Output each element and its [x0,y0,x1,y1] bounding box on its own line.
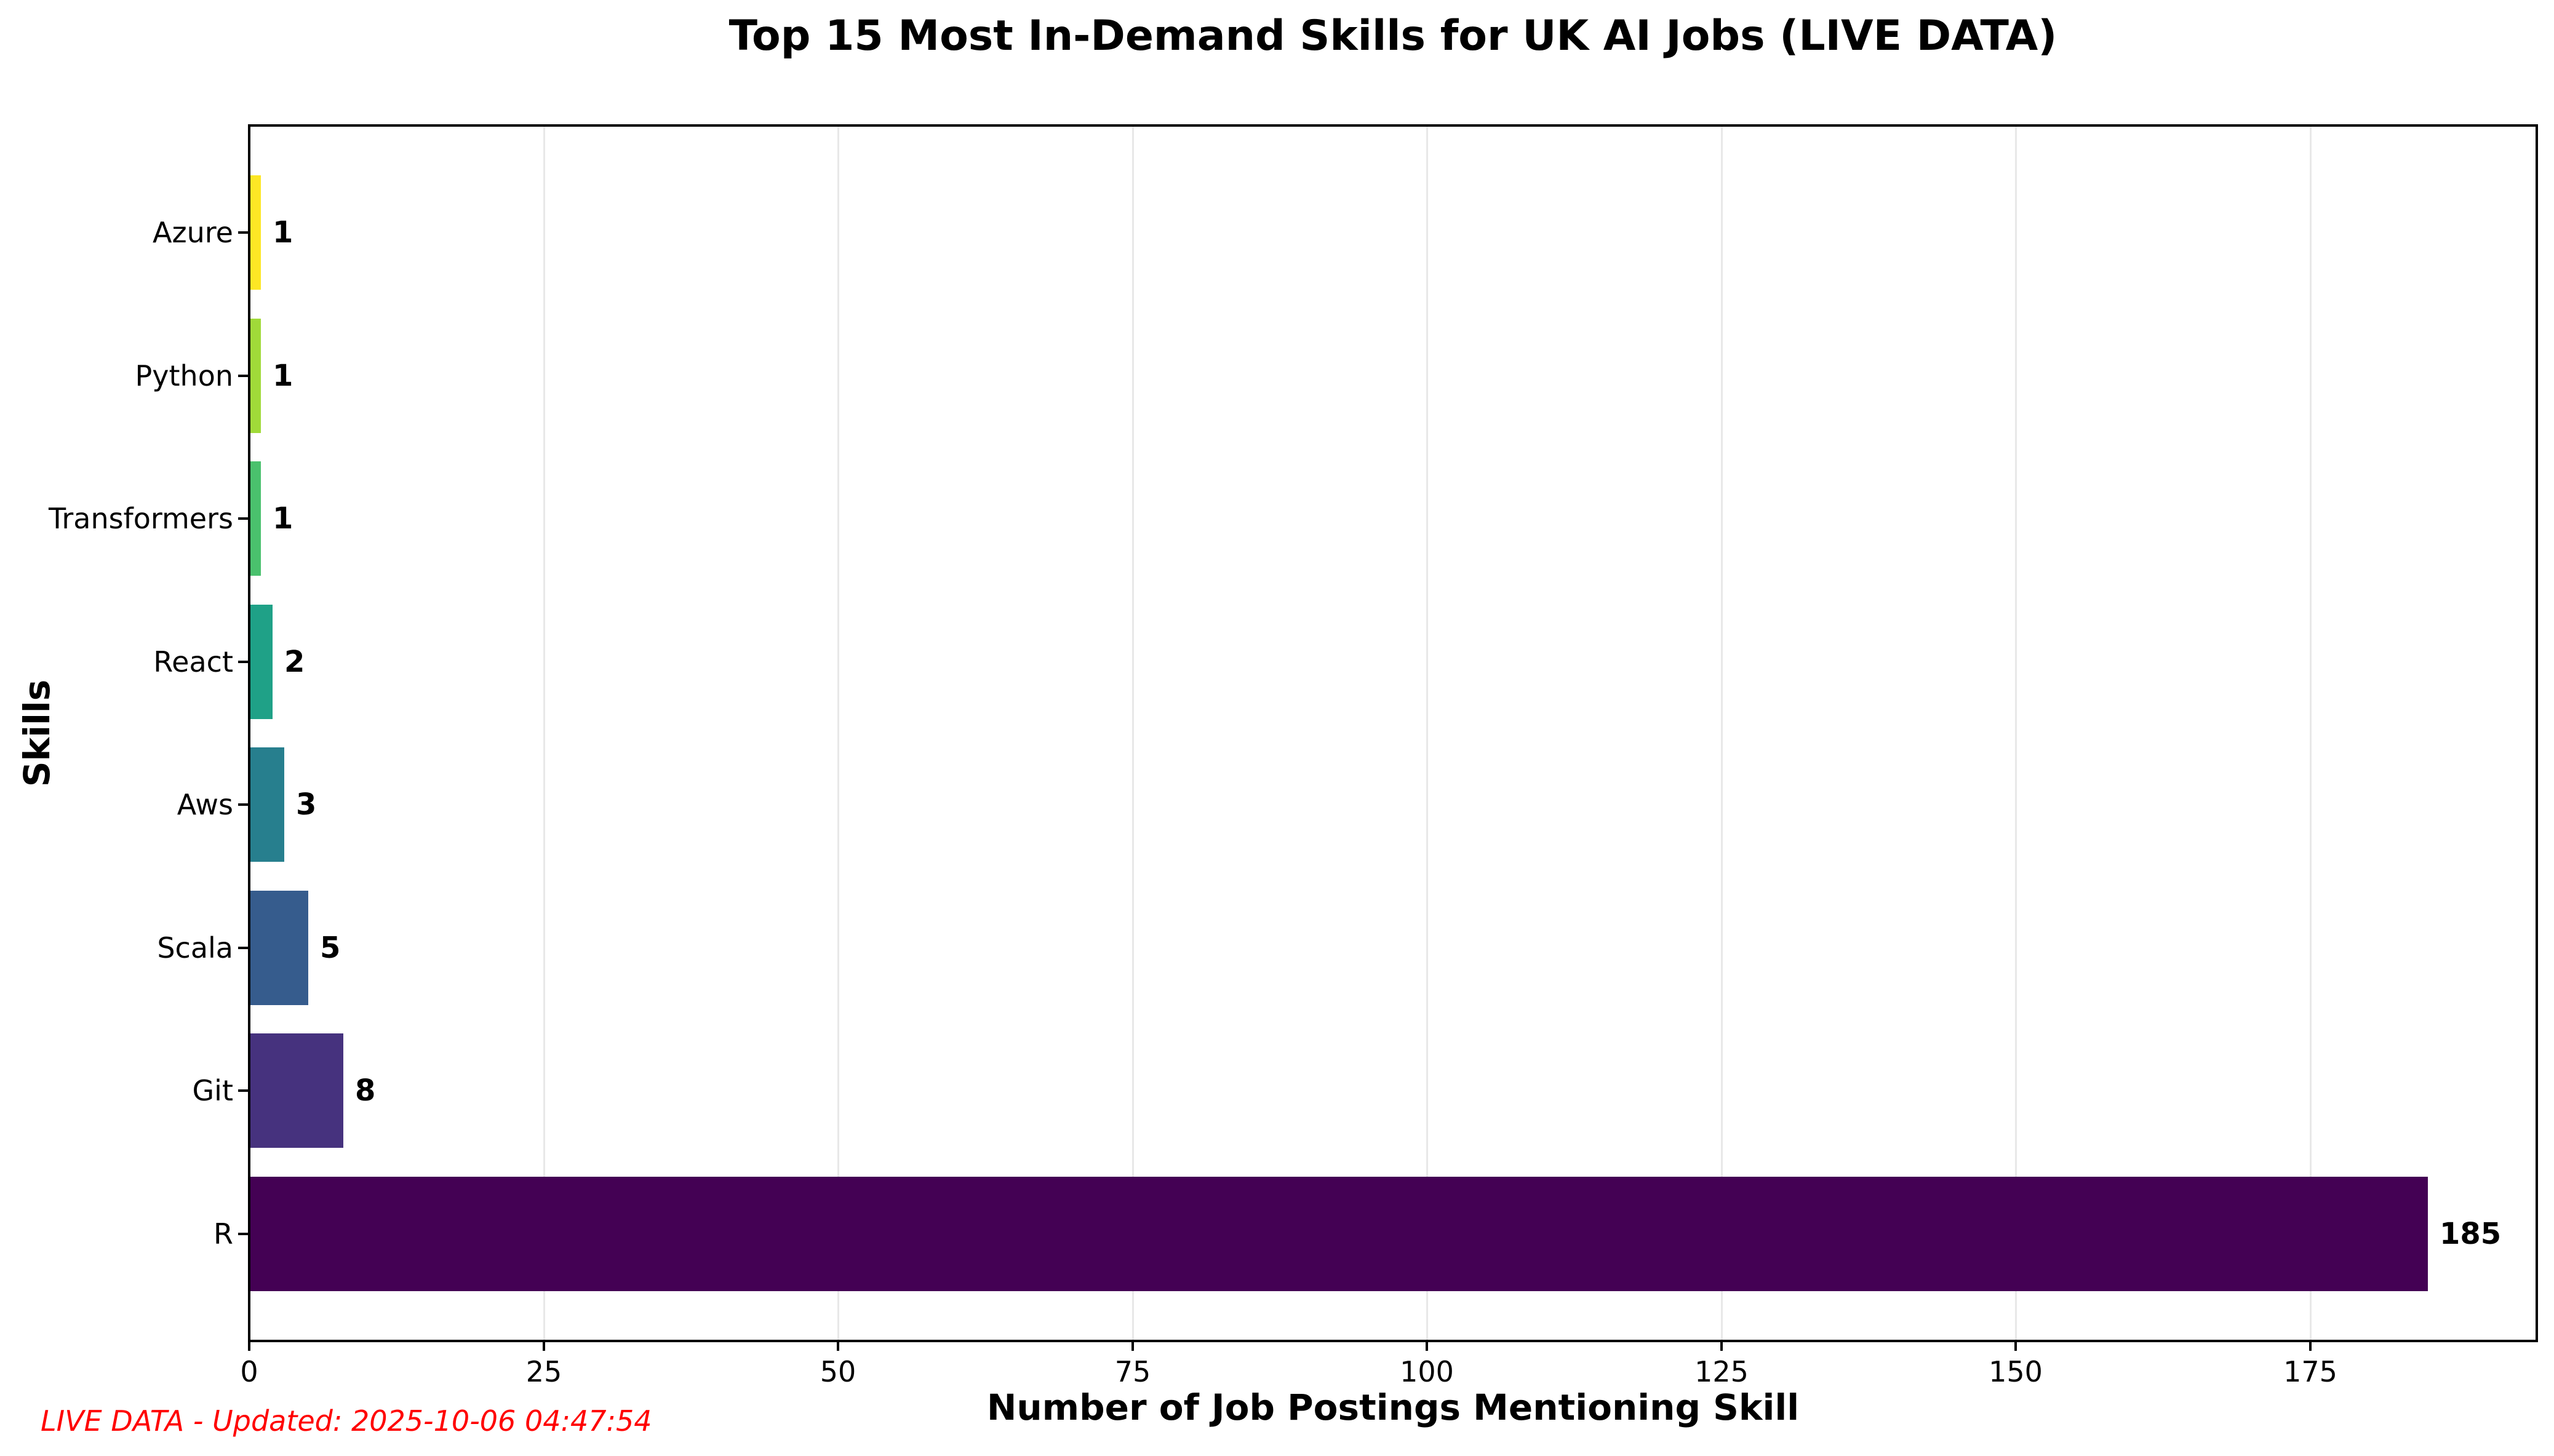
spine-right [2536,124,2538,1342]
gridline-x-75 [1132,125,1134,1341]
y-axis-label: Skills [16,679,58,787]
x-tick-label-150: 150 [1989,1355,2043,1388]
x-tick-150 [2014,1341,2017,1351]
x-tick-label-75: 75 [1114,1355,1151,1388]
x-tick-100 [1426,1341,1428,1351]
x-tick-175 [2309,1341,2312,1351]
y-tick-python [238,375,248,377]
x-tick-label-175: 175 [2283,1355,2337,1388]
x-axis-label: Number of Job Postings Mentioning Skill [986,1386,1800,1428]
gridline-x-50 [837,125,839,1341]
y-tick-label-aws: Aws [177,788,233,821]
bar-python [249,319,261,433]
bar-value-react: 2 [284,645,305,679]
y-tick-label-transformers: Transformers [49,502,233,535]
plot-area: 1 1 1 2 3 5 8 185 Azure Python Transformers React A… [49,124,2538,1388]
bar-azure [249,175,261,290]
x-tick-label-25: 25 [525,1355,562,1388]
x-tick-50 [837,1341,839,1351]
gridline-x-100 [1426,125,1428,1341]
bar-value-azure: 1 [273,215,293,250]
bar-value-scala: 5 [320,931,341,965]
bar-value-aws: 3 [296,787,317,822]
y-tick-transformers [238,517,248,520]
y-axis-line [248,124,250,1342]
x-tick-label-100: 100 [1400,1355,1454,1388]
gridline-x-175 [2310,125,2312,1341]
y-tick-label-git: Git [192,1074,233,1107]
y-tick-label-react: React [153,645,233,678]
gridline-x-125 [1721,125,1723,1341]
gridline-x-25 [543,125,545,1341]
y-tick-aws [238,803,248,806]
bar-aws [249,747,284,862]
x-tick-label-125: 125 [1694,1355,1749,1388]
x-tick-0 [248,1341,250,1351]
y-tick-react [238,661,248,663]
y-tick-azure [238,231,248,234]
x-tick-75 [1131,1341,1134,1351]
y-tick-scala [238,947,248,949]
x-tick-125 [1720,1341,1723,1351]
bar-r [249,1177,2428,1291]
bar-value-python: 1 [273,359,293,393]
y-tick-label-scala: Scala [157,931,233,965]
y-tick-r [238,1233,248,1235]
y-tick-label-azure: Azure [153,216,233,249]
bar-git [249,1033,343,1148]
gridline-x-150 [2015,125,2017,1341]
bar-value-transformers: 1 [273,501,293,536]
x-tick-25 [543,1341,545,1351]
y-tick-label-python: Python [135,359,233,392]
bar-react [249,605,273,719]
y-tick-label-r: R [213,1217,233,1251]
chart-title: Top 15 Most In-Demand Skills for UK AI J… [728,12,2057,60]
live-data-annotation: LIVE DATA - Updated: 2025-10-06 04:47:54 [41,1404,652,1438]
bar-transformers [249,461,261,576]
x-tick-label-0: 0 [240,1355,258,1388]
spine-top [248,124,2538,127]
x-tick-label-50: 50 [820,1355,856,1388]
x-axis-line [248,1340,2538,1342]
bar-scala [249,891,308,1005]
bar-value-git: 8 [355,1073,376,1108]
bar-value-r: 185 [2440,1217,2502,1251]
y-tick-git [238,1089,248,1092]
